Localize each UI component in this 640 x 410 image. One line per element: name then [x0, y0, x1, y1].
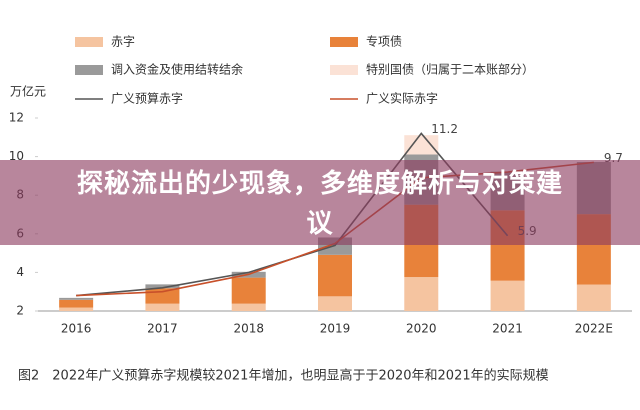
data-label: 11.2: [431, 122, 458, 136]
x-tick-label: 2020: [406, 322, 437, 336]
bar-segment: [59, 299, 94, 308]
bar-segment: [145, 303, 180, 311]
legend-swatch: [75, 65, 103, 75]
bar-segment: [59, 297, 94, 300]
x-tick-label: 2016: [61, 322, 92, 336]
legend-swatch: [75, 37, 103, 47]
bar-segment: [576, 284, 611, 311]
x-tick-label: 2021: [492, 322, 523, 336]
bar-segment: [404, 277, 439, 311]
y-tick-label: 4: [16, 265, 24, 279]
bar-segment: [318, 254, 352, 297]
bar-segment: [231, 303, 266, 311]
y-tick-label: 10: [9, 149, 24, 163]
legend-label: 调入资金及使用结转结余: [111, 62, 243, 77]
legend-label: 广义预算赤字: [111, 91, 183, 106]
x-tick-label: 2022E: [575, 322, 613, 336]
y-tick-label: 2: [16, 304, 24, 318]
bar-segment: [145, 288, 180, 304]
banner: [0, 160, 640, 245]
bar-segment: [59, 307, 94, 311]
legend-label: 专项债: [366, 34, 402, 49]
bar-segment: [404, 135, 439, 155]
overlay-title: 探秘流出的少现象，多维度解析与对策建议: [76, 169, 563, 239]
y-axis-label: 万亿元: [10, 84, 46, 99]
legend-swatch: [330, 65, 358, 75]
bar-segment: [490, 280, 525, 311]
legend-label: 广义实际赤字: [366, 91, 438, 106]
legend-swatch: [330, 37, 358, 47]
legend-label: 赤字: [111, 34, 135, 49]
legend-label: 特别国债（归属于二本账部分）: [366, 62, 534, 77]
bar-segment: [231, 277, 266, 304]
bar-segment: [318, 296, 352, 311]
x-tick-label: 2018: [233, 322, 264, 336]
x-tick-label: 2019: [320, 322, 351, 336]
bar-segment: [145, 284, 180, 289]
y-tick-label: 12: [9, 111, 24, 125]
x-tick-label: 2017: [147, 322, 178, 336]
caption: 图2 2022年广义预算赤字规模较2021年增加，也明显高于于2020年和202…: [18, 368, 549, 384]
